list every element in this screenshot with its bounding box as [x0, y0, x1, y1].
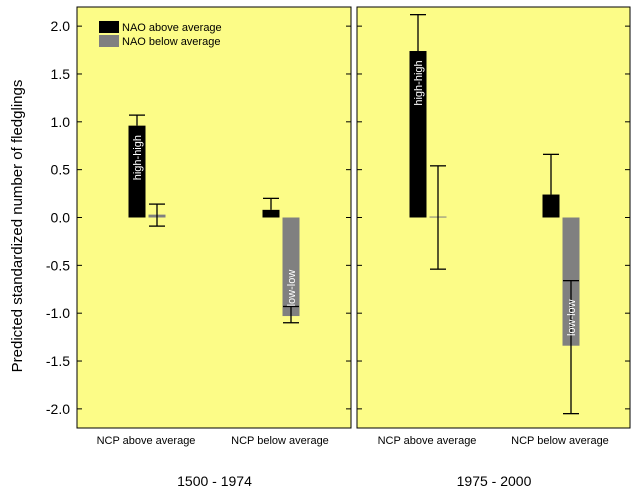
legend-label: NAO below average	[122, 36, 220, 48]
panel-title: 1975 - 2000	[457, 473, 532, 489]
y-tick-label: 2.0	[51, 18, 71, 34]
y-tick-label: 0.5	[51, 162, 71, 178]
bar-nao-above	[542, 194, 560, 218]
category-label: NCP below average	[231, 435, 329, 447]
bar-nao-below	[282, 217, 300, 317]
legend-swatch	[99, 21, 119, 33]
panel-background-1	[76, 6, 352, 429]
y-tick-label: -1.5	[46, 353, 70, 369]
category-label: NCP above average	[378, 435, 477, 447]
bar-nao-above	[128, 125, 146, 218]
legend-swatch	[99, 35, 119, 47]
panel-title: 1500 - 1974	[177, 473, 252, 489]
legend: NAO above average NAO below average	[99, 21, 222, 48]
y-tick-label: -1.0	[46, 305, 70, 321]
y-tick-label: 1.0	[51, 114, 71, 130]
panel-2: NCP above average NCP below average high-h…	[378, 14, 609, 489]
y-tick-label: -2.0	[46, 401, 70, 417]
panel-1: NCP above average NCP below average high-h…	[97, 114, 329, 489]
panel-background-2	[356, 6, 631, 429]
bar-annotation: high-high	[413, 60, 425, 105]
bar-annotation: high-high	[132, 135, 144, 180]
category-label: NCP below average	[511, 435, 609, 447]
y-tick-label: 1.5	[51, 66, 71, 82]
bar-annotation: low-low	[286, 270, 298, 307]
bar-nao-above	[262, 209, 280, 218]
y-axis: 2.0 1.5 1.0 0.5 0.0 -0.5 -1.0 -1.5 -2.0	[46, 18, 630, 417]
y-tick-label: -0.5	[46, 257, 70, 273]
legend-label: NAO above average	[122, 22, 222, 34]
y-axis-label: Predicted standardized number of fledgli…	[9, 80, 26, 373]
bar-annotation: low-low	[566, 299, 578, 336]
category-label: NCP above average	[97, 435, 196, 447]
bar-nao-above	[409, 51, 427, 218]
y-tick-label: 0.0	[51, 210, 71, 226]
